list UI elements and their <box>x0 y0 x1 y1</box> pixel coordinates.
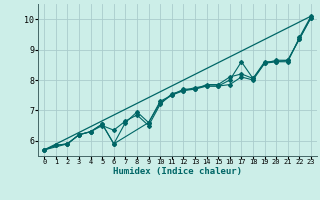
X-axis label: Humidex (Indice chaleur): Humidex (Indice chaleur) <box>113 167 242 176</box>
